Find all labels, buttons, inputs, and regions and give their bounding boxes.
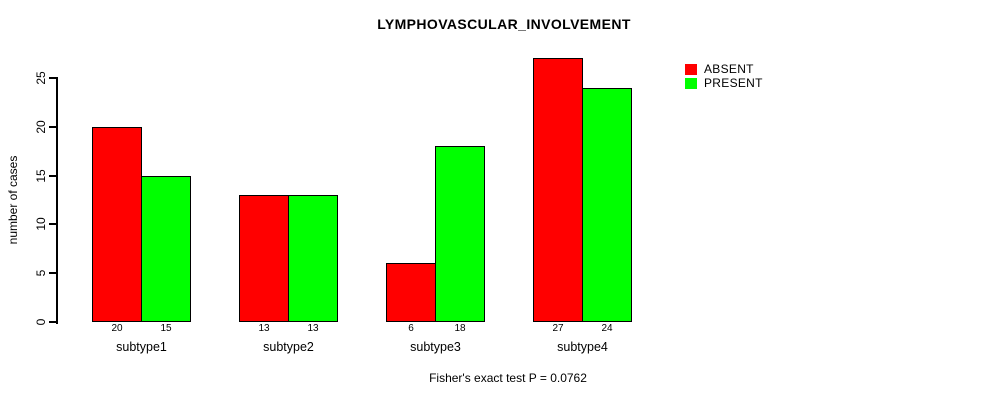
y-tick-label: 10 (34, 217, 48, 231)
bar-present-subtype2 (288, 195, 338, 322)
bar-present-subtype1 (141, 176, 191, 322)
chart-title: LYMPHOVASCULAR_INVOLVEMENT (377, 16, 631, 32)
y-axis-title: number of cases (6, 155, 20, 245)
y-tick-mark (49, 321, 56, 323)
bar-value-label: 24 (601, 323, 613, 334)
legend-swatch-present (685, 77, 697, 89)
legend-swatch-absent (685, 63, 697, 75)
bar-value-label: 15 (160, 323, 172, 334)
y-tick-mark (49, 272, 56, 274)
legend-label: ABSENT (704, 62, 754, 76)
legend-item-absent: ABSENT (685, 62, 763, 76)
legend: ABSENT PRESENT (685, 62, 763, 90)
bar-present-subtype4 (582, 88, 632, 322)
bar-present-subtype3 (435, 146, 485, 322)
category-label: subtype4 (557, 340, 608, 354)
bar-absent-subtype1 (92, 127, 142, 322)
caption: Fisher's exact test P = 0.0762 (429, 371, 587, 385)
y-tick-mark (49, 175, 56, 177)
bar-absent-subtype3 (386, 263, 436, 322)
y-tick-label: 0 (34, 318, 48, 326)
y-axis-line (56, 77, 58, 324)
legend-item-present: PRESENT (685, 76, 763, 90)
y-tick-label: 20 (34, 120, 48, 134)
category-label: subtype3 (410, 340, 461, 354)
bar-value-label: 20 (111, 323, 123, 334)
bar-absent-subtype2 (239, 195, 289, 322)
bar-value-label: 13 (258, 323, 270, 334)
bar-value-label: 18 (454, 323, 466, 334)
legend-label: PRESENT (704, 76, 763, 90)
bar-value-label: 13 (307, 323, 319, 334)
y-tick-label: 25 (34, 71, 48, 85)
y-tick-label: 15 (34, 169, 48, 183)
bar-absent-subtype4 (533, 58, 583, 322)
y-tick-label: 5 (34, 269, 48, 277)
category-label: subtype2 (263, 340, 314, 354)
category-label: subtype1 (116, 340, 167, 354)
bar-value-label: 27 (552, 323, 564, 334)
y-tick-mark (49, 77, 56, 79)
y-tick-mark (49, 126, 56, 128)
y-tick-mark (49, 223, 56, 225)
bar-value-label: 6 (408, 323, 414, 334)
